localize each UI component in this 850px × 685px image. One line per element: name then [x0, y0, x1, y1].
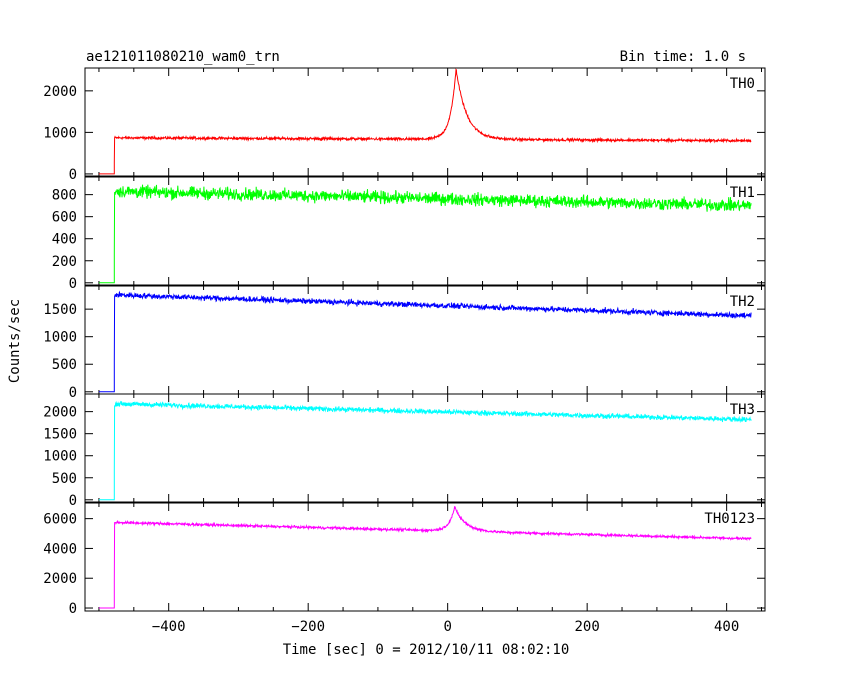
panel-th0123: 0 2000 4000 6000 TH0123 [43, 502, 766, 617]
y-tick-label: 1500 [43, 302, 77, 318]
panel-frame [84, 285, 766, 395]
y-tick-label: 0 [69, 167, 77, 183]
series-line-th2 [98, 290, 752, 393]
panel-frame [84, 67, 766, 177]
series-label: TH0 [730, 76, 755, 92]
y-tick-label: 2000 [43, 84, 77, 100]
series-line-th0123 [98, 506, 752, 609]
x-axis-label: Time [sec] 0 = 2012/10/11 08:02:10 [283, 642, 570, 658]
panel-frame [84, 176, 766, 286]
panel-th0: 0 1000 2000 TH0 [43, 67, 766, 183]
panel-th3: 0 500 1000 1500 2000 TH3 [43, 393, 766, 509]
panel-th1: 0 200 400 600 800 TH1 [52, 176, 766, 292]
series-label: TH0123 [704, 511, 755, 527]
x-tick-label: 200 [575, 619, 600, 635]
series-line-th0 [98, 68, 752, 175]
y-tick-label: 1000 [43, 125, 77, 141]
y-tick-label: 6000 [43, 512, 77, 528]
y-tick-label: 500 [52, 357, 77, 373]
panel-th2: 0 500 1000 1500 TH2 [43, 285, 766, 401]
y-tick-label: 800 [52, 188, 77, 204]
y-tick-label: 0 [69, 601, 77, 617]
y-tick-label: 600 [52, 210, 77, 226]
y-tick-label: 400 [52, 232, 77, 248]
chart-title: ae121011080210_wam0_trn [86, 49, 280, 65]
x-tick-label: −200 [291, 619, 325, 635]
y-tick-label: 0 [69, 276, 77, 292]
y-axis-label: Counts/sec [7, 299, 23, 383]
series-label: TH3 [730, 402, 755, 418]
y-tick-label: 2000 [43, 571, 77, 587]
y-tick-label: 500 [52, 471, 77, 487]
series-line-th1 [98, 184, 752, 284]
y-tick-label: 0 [69, 493, 77, 509]
y-tick-label: 4000 [43, 541, 77, 557]
x-tick-label: 400 [714, 619, 739, 635]
y-tick-label: 2000 [43, 405, 77, 421]
y-tick-label: 1000 [43, 330, 77, 346]
y-tick-label: 1000 [43, 449, 77, 465]
x-tick-label: 0 [443, 619, 451, 635]
y-tick-label: 200 [52, 254, 77, 270]
panel-frame [84, 502, 766, 612]
panel-frame [84, 393, 766, 503]
x-tick-label: −400 [152, 619, 186, 635]
y-tick-label: 0 [69, 385, 77, 401]
bin-time-label: Bin time: 1.0 s [620, 49, 746, 65]
series-line-th3 [98, 400, 752, 501]
series-label: TH1 [730, 185, 755, 201]
y-tick-label: 1500 [43, 427, 77, 443]
series-label: TH2 [730, 294, 755, 310]
